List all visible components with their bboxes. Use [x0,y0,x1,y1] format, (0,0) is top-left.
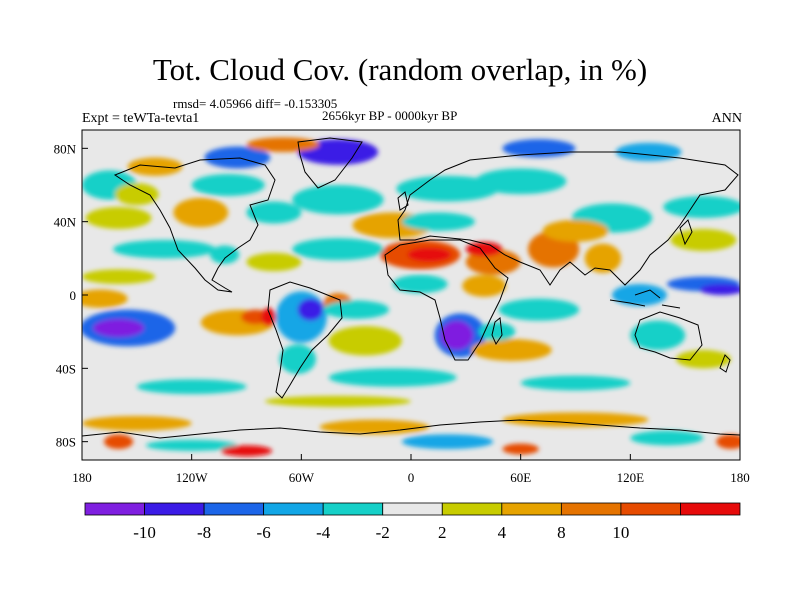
anomaly-region-17 [670,229,737,251]
y-tick-label-2: 0 [70,288,77,303]
x-tick-label-0: 180 [72,470,92,485]
colorbar-swatch-2 [203,502,265,516]
anomaly-region-56 [264,395,411,407]
anomaly-region-58 [319,419,430,435]
y-tick-label-4: 80S [56,435,76,450]
colorbar-label-2: -6 [257,523,271,542]
colorbar-label-5: 2 [438,523,447,542]
period-label: 2656kyr BP - 0000kyr BP [322,108,458,123]
anomaly-region-30 [82,269,156,284]
colorbar-swatch-1 [144,502,205,516]
anomaly-region-29 [113,240,216,259]
x-tick-label-6: 180 [730,470,750,485]
anomaly-region-64 [103,434,134,449]
colorbar-swatch-0 [84,502,145,516]
colorbar-label-7: 8 [557,523,566,542]
x-tick-label-2: 60W [289,470,315,485]
anomaly-region-15 [663,196,740,218]
anomaly-region-13 [292,185,384,215]
anomaly-region-14 [85,207,152,229]
anomaly-region-67 [630,320,686,351]
anomaly-region-9 [396,175,499,202]
colorbar-label-0: -10 [133,523,156,542]
colorbar-swatch-7 [501,502,562,516]
anomaly-region-63 [220,445,273,457]
anomaly-region-48 [323,300,390,319]
y-tick-label-1: 40N [54,215,77,230]
anomaly-region-36 [699,284,740,295]
colorbar-swatch-3 [263,502,324,516]
anomaly-region-32 [462,274,507,297]
anomaly-region-3 [502,139,576,158]
colorbar-swatch-9 [620,502,681,516]
anomaly-region-54 [520,375,631,391]
experiment-label: Expt = teWTa-tevta1 [82,111,200,126]
anomaly-region-59 [502,412,649,427]
x-tick-label-4: 60E [510,470,531,485]
anomaly-region-27 [292,238,384,261]
colorbar-swatch-10 [680,502,741,516]
anomaly-region-26 [401,212,475,231]
x-tick-label-5: 120E [617,470,645,485]
anomaly-region-37 [82,289,128,308]
anomaly-region-10 [474,168,567,195]
x-tick-label-1: 120W [176,470,209,485]
colorbar: -10 -8 -6 -4 -2 2 4 8 10 [84,502,741,542]
anomaly-region-61 [630,430,704,446]
anomaly-region-57 [82,416,192,431]
season-label: ANN [711,111,742,126]
y-tick-label-3: 40S [56,361,76,376]
x-axis: 180 120W 60W 0 60E 120E 180 [72,454,750,485]
anomaly-region-53 [328,368,457,387]
colorbar-swatch-6 [441,502,503,516]
anomaly-region-68 [676,350,731,369]
anomaly-region-7 [114,183,159,206]
map-title: Tot. Cloud Cov. (random overlap, in %) [152,52,648,87]
anomaly-region-55 [136,379,247,394]
anomaly-region-69 [209,245,240,264]
colorbar-swatch-5 [382,502,443,516]
stats-label: rmsd= 4.05966 diff= -0.153305 [173,96,338,111]
colorbar-label-8: 10 [612,523,629,542]
anomaly-region-52 [478,322,516,341]
colorbar-label-4: -2 [376,523,390,542]
anomaly-region-34 [612,284,667,306]
anomaly-region-60 [401,434,494,449]
anomaly-region-62 [145,439,238,451]
y-axis: 80N 40N 0 40S 80S [54,141,88,450]
anomaly-region-8 [191,174,265,196]
colorbar-label-1: -8 [197,523,211,542]
anomaly-region-44 [297,298,324,321]
anomaly-region-23 [542,219,609,242]
anomaly-region-4 [615,142,682,162]
y-tick-label-0: 80N [54,141,77,156]
anomaly-region-46 [279,344,316,374]
anomaly-region-2 [246,137,320,153]
anomaly-region-19 [407,247,452,262]
anomaly-region-31 [392,274,448,294]
anomaly-region-66 [716,434,740,449]
coastlines [82,137,740,439]
anomaly-region-33 [498,298,580,321]
anomaly-region-42 [261,307,276,327]
colorbar-label-6: 4 [498,523,507,542]
anomaly-region-39 [92,318,145,338]
anomaly-region-65 [502,443,539,455]
anomaly-region-51 [471,339,552,361]
colorbar-swatch-8 [560,502,622,516]
anomaly-region-12 [246,201,302,224]
colorbar-label-3: -4 [316,523,331,542]
anomaly-region-11 [173,197,229,228]
colorbar-swatch-4 [322,502,384,516]
anomaly-region-47 [328,326,402,356]
anomaly-region-28 [246,252,302,272]
anomaly-region-1 [204,146,271,169]
anomaly-region-24 [584,243,622,273]
anomaly-region-50 [440,320,474,351]
x-tick-label-3: 0 [408,470,415,485]
